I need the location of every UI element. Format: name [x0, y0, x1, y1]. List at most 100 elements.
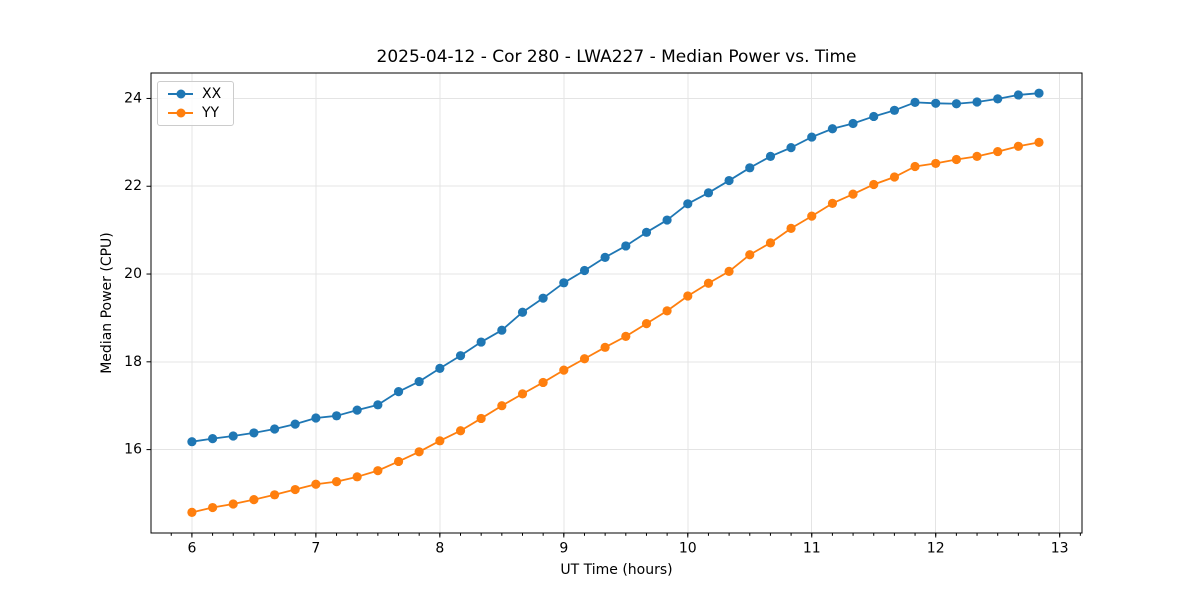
- series-xx-marker: [972, 97, 982, 107]
- series-xx-marker: [435, 363, 445, 373]
- series-xx-marker: [414, 376, 424, 387]
- series-yy-marker: [765, 238, 776, 248]
- series-xx-marker: [373, 400, 383, 410]
- series-yy-marker: [600, 342, 610, 352]
- series-xx-marker: [497, 325, 507, 335]
- series-xx-marker: [683, 199, 693, 209]
- series-yy-marker: [579, 354, 590, 364]
- series-yy-marker: [683, 291, 693, 301]
- legend-marker-icon: [176, 89, 185, 99]
- legend-line-sample-icon: [168, 108, 193, 118]
- x-tick-label: 6: [187, 541, 196, 557]
- series-yy-marker: [497, 401, 507, 411]
- series-yy-marker: [311, 479, 321, 489]
- series-yy-marker: [910, 161, 920, 172]
- legend-marker-icon: [176, 108, 185, 118]
- series-yy-marker: [786, 223, 796, 233]
- series-yy-marker: [352, 472, 362, 482]
- series-yy-marker: [972, 151, 982, 161]
- x-tick-label: 8: [435, 541, 444, 557]
- series-xx-marker: [745, 163, 755, 173]
- series-xx-marker: [621, 241, 631, 251]
- series-xx-marker: [311, 413, 321, 423]
- legend: XX YY: [157, 81, 235, 126]
- series-xx-marker: [703, 188, 714, 198]
- series-yy-marker: [559, 365, 569, 375]
- series-xx-marker: [951, 99, 962, 109]
- series-xx-marker: [600, 252, 610, 262]
- series-xx-marker: [270, 424, 280, 434]
- series-yy-marker: [290, 484, 300, 495]
- series-xx-marker: [290, 419, 300, 429]
- series-yy-marker: [208, 502, 218, 513]
- series-yy-marker: [724, 266, 734, 276]
- x-tick-label: 11: [803, 541, 821, 557]
- y-tick-label: 24: [124, 90, 142, 106]
- series-xx-marker: [765, 151, 776, 161]
- series-yy-marker: [1034, 137, 1044, 147]
- series-xx-marker: [641, 227, 652, 237]
- series-yy-marker: [848, 189, 858, 199]
- series-xx-marker: [931, 98, 941, 108]
- series-xx-marker: [331, 411, 342, 421]
- series-xx-marker: [352, 405, 362, 415]
- y-axis-label: Median Power (CPU): [99, 232, 115, 374]
- x-tick-label: 13: [1051, 541, 1069, 557]
- series-yy-marker: [641, 319, 652, 329]
- series-yy-marker: [538, 377, 548, 388]
- series-yy-marker: [889, 172, 900, 182]
- series-yy-marker: [373, 466, 383, 476]
- chart-title: 2025-04-12 - Cor 280 - LWA227 - Median P…: [376, 47, 857, 67]
- series-xx-marker: [827, 124, 838, 134]
- series-xx-marker: [208, 434, 218, 444]
- series-yy-marker: [662, 306, 672, 316]
- series-xx-marker: [848, 118, 858, 129]
- series-xx-marker: [559, 278, 569, 288]
- series-yy-marker: [270, 490, 280, 500]
- series-yy-marker: [703, 278, 714, 288]
- series-xx-marker: [517, 307, 528, 317]
- series-yy-marker: [414, 447, 424, 457]
- x-tick-label: 9: [559, 541, 568, 557]
- y-tick-label: 16: [124, 442, 142, 458]
- series-yy-marker: [393, 456, 404, 467]
- series-xx-marker: [889, 105, 900, 115]
- y-tick-label: 20: [124, 266, 142, 282]
- series-yy-marker: [745, 250, 755, 260]
- series-xx-marker: [455, 351, 466, 361]
- series-xx-marker: [910, 97, 920, 108]
- legend-label: XX: [202, 86, 222, 102]
- series-xx-marker: [1034, 88, 1044, 98]
- series-xx-marker: [476, 337, 486, 347]
- y-tick-label: 22: [124, 178, 142, 194]
- series-xx-marker: [807, 132, 817, 142]
- series-xx-marker: [1013, 90, 1024, 100]
- series-yy-marker: [993, 146, 1003, 157]
- series-yy-marker: [228, 499, 238, 509]
- series-yy-marker: [331, 477, 342, 487]
- series-yy-marker: [951, 154, 962, 165]
- x-axis-label: UT Time (hours): [560, 562, 673, 578]
- series-xx-marker: [993, 94, 1003, 104]
- legend-label: YY: [202, 105, 220, 121]
- axes-frame: [150, 72, 1083, 534]
- series-yy-marker: [807, 211, 817, 221]
- series-yy-marker: [869, 179, 879, 190]
- series-xx-line: [191, 92, 1040, 443]
- series-xx-marker: [228, 431, 238, 441]
- series-xx-marker: [393, 387, 404, 397]
- series-yy-marker: [187, 507, 197, 517]
- series-yy-marker: [476, 413, 486, 424]
- legend-item-xx: XX: [168, 87, 221, 101]
- series-yy-marker: [1013, 141, 1024, 151]
- series-xx-marker: [786, 143, 796, 153]
- legend-item-yy: YY: [168, 106, 221, 120]
- legend-line-sample-icon: [168, 89, 193, 99]
- series-yy-line: [191, 141, 1040, 514]
- series-xx-marker: [662, 215, 672, 225]
- series-yy-marker: [517, 389, 528, 399]
- x-tick-label: 7: [311, 541, 320, 557]
- series-xx-marker: [869, 111, 879, 122]
